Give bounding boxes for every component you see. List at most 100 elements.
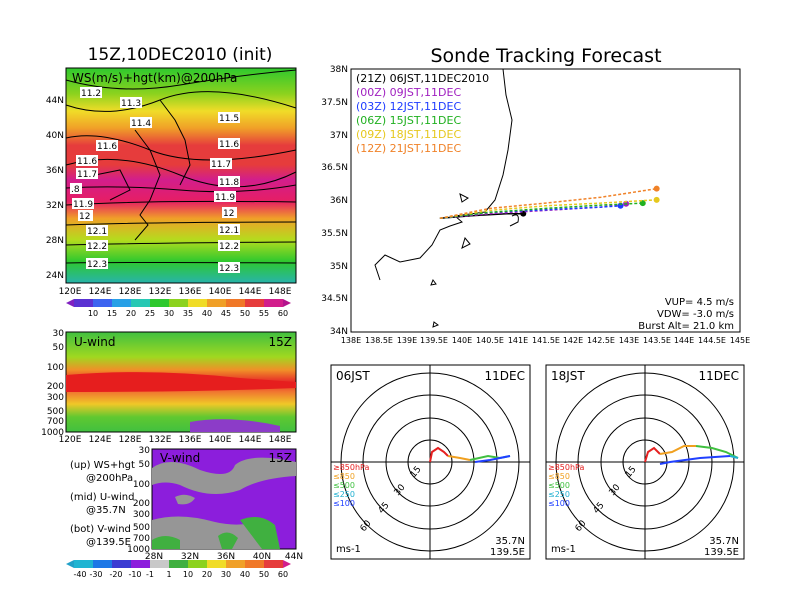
svg-text:136E: 136E [179, 287, 202, 297]
svg-text:11.7: 11.7 [211, 160, 231, 170]
svg-text:40N: 40N [46, 131, 64, 141]
svg-text:700: 700 [47, 417, 64, 427]
svg-text:30: 30 [221, 570, 231, 579]
svg-text:35.7N: 35.7N [495, 536, 525, 547]
svg-text:(bot) V-wind: (bot) V-wind [70, 524, 131, 535]
svg-text:20: 20 [126, 309, 136, 318]
svg-text:144E: 144E [239, 435, 262, 445]
svg-text:100: 100 [47, 363, 64, 373]
vwind-lat-ticks: 28N 32N 36N 40N 44N [145, 552, 303, 562]
svg-text:34N: 34N [330, 327, 348, 337]
svg-text:143.5E: 143.5E [643, 336, 671, 345]
svg-text:145E: 145E [730, 336, 750, 345]
uwind-lon-ticks: 120E 124E 128E 132E 136E 140E 144E 148E [59, 435, 292, 445]
svg-text:-10: -10 [128, 570, 141, 579]
svg-text:128E: 128E [119, 435, 142, 445]
svg-text:144.5E: 144.5E [698, 336, 726, 345]
svg-text:35.5N: 35.5N [321, 229, 348, 239]
svg-text:-20: -20 [109, 570, 122, 579]
track-line-4 [439, 199, 657, 220]
track-lon-ticks: 138E 138.5E 139E 139.5E 140E 140.5E 141E… [341, 336, 750, 345]
svg-text:.8: .8 [71, 185, 80, 195]
svg-text:10: 10 [88, 309, 98, 318]
svg-text:140E: 140E [452, 336, 472, 345]
svg-text:11.7: 11.7 [77, 170, 97, 180]
svg-text:36N: 36N [330, 196, 348, 206]
svg-text:34.5N: 34.5N [321, 294, 348, 304]
svg-text:≥850hPa: ≥850hPa [548, 463, 585, 472]
svg-text:30: 30 [53, 329, 65, 339]
svg-text:44N: 44N [46, 96, 64, 106]
svg-text:44N: 44N [285, 552, 303, 562]
uwind-pressure-ticks: 30 50 100 200 300 500 700 1000 [41, 329, 64, 438]
svg-text:≤850: ≤850 [333, 472, 355, 481]
svg-text:11.9: 11.9 [215, 193, 235, 203]
ws-colorbar-ticks: 10 15 20 25 30 35 40 45 50 55 60 [88, 309, 288, 318]
svg-text:300: 300 [133, 510, 150, 520]
svg-text:12.1: 12.1 [219, 226, 239, 236]
vwind-label: V-wind [160, 451, 200, 465]
svg-text:148E: 148E [269, 435, 292, 445]
svg-text:138.5E: 138.5E [365, 336, 393, 345]
wind-colorbar-ticks: -40 -30 -20 -10 -1 1 10 20 30 40 50 60 [73, 570, 288, 579]
svg-text:55: 55 [259, 309, 269, 318]
track-line-2 [439, 205, 621, 220]
svg-text:≤100: ≤100 [333, 499, 355, 508]
svg-text:139E: 139E [397, 336, 417, 345]
svg-text:36N: 36N [46, 166, 64, 176]
svg-text:12: 12 [223, 209, 234, 219]
track-legend-item: (06Z) 15JST,11DEC [356, 114, 461, 127]
vwind-pressure-ticks: 30 50 100 200 300 500 700 1000 [127, 446, 150, 555]
svg-text:40N: 40N [253, 552, 271, 562]
uwind-low-region [190, 419, 280, 432]
svg-text:120E: 120E [59, 435, 82, 445]
panel-legend-text: (up) WS+hgt @200hPa (mid) U-wind @35.7N … [70, 460, 135, 548]
track-end-point-3 [639, 200, 646, 207]
track-line-3 [439, 202, 643, 220]
svg-text:(mid) U-wind: (mid) U-wind [70, 492, 134, 503]
svg-text:12.1: 12.1 [87, 227, 107, 237]
svg-text:12.2: 12.2 [219, 242, 239, 252]
svg-text:50: 50 [139, 460, 151, 470]
track-legend-item: (00Z) 09JST,11DEC [356, 86, 461, 99]
svg-text:11.8: 11.8 [219, 178, 239, 188]
svg-text:32N: 32N [46, 201, 64, 211]
ws-colorbar [66, 299, 291, 307]
track-params: VUP= 4.5 m/s VDW= -3.0 m/s Burst Alt= 21… [638, 297, 734, 332]
left-panel-title: 15Z,10DEC2010 (init) [88, 45, 273, 65]
track-coastline [374, 68, 519, 328]
svg-text:≥850hPa: ≥850hPa [333, 463, 370, 472]
hodograph-left: 06JST 11DEC 15 30 45 60 ≥850hPa ≤850 ≤50… [330, 364, 531, 560]
svg-text:300: 300 [47, 393, 64, 403]
svg-text:25: 25 [145, 309, 155, 318]
svg-text:≤500: ≤500 [548, 481, 570, 490]
hodograph-right: 18JST 11DEC 15 30 45 60 ≥850hPa ≤850 ≤50… [545, 364, 745, 560]
svg-text:@200hPa: @200hPa [86, 473, 133, 484]
track-end-point-4 [653, 196, 660, 203]
svg-text:28N: 28N [46, 236, 64, 246]
ws-lat-ticks: 44N 40N 36N 32N 28N 24N [46, 96, 64, 281]
svg-text:120E: 120E [59, 287, 82, 297]
svg-text:30: 30 [164, 309, 174, 318]
svg-text:200: 200 [47, 382, 64, 392]
svg-text:≤850: ≤850 [548, 472, 570, 481]
ws-map-label: WS(m/s)+hgt(km)@200hPa [72, 71, 237, 85]
svg-text:11.9: 11.9 [73, 200, 93, 210]
svg-text:141E: 141E [508, 336, 528, 345]
svg-text:124E: 124E [89, 287, 112, 297]
svg-text:(up) WS+hgt: (up) WS+hgt [70, 460, 135, 471]
svg-text:36.5N: 36.5N [321, 163, 348, 173]
svg-text:@35.7N: @35.7N [86, 505, 126, 516]
svg-text:06JST: 06JST [336, 369, 370, 383]
svg-text:12.3: 12.3 [219, 264, 239, 274]
svg-text:35.7N: 35.7N [709, 536, 739, 547]
svg-text:132E: 132E [149, 287, 172, 297]
svg-text:139.5E: 139.5E [704, 547, 739, 558]
svg-text:35N: 35N [330, 262, 348, 272]
svg-text:40: 40 [202, 309, 212, 318]
uwind-time: 15Z [269, 335, 293, 349]
svg-text:15: 15 [107, 309, 117, 318]
svg-text:12.2: 12.2 [87, 242, 107, 252]
svg-text:≤250: ≤250 [333, 490, 355, 499]
